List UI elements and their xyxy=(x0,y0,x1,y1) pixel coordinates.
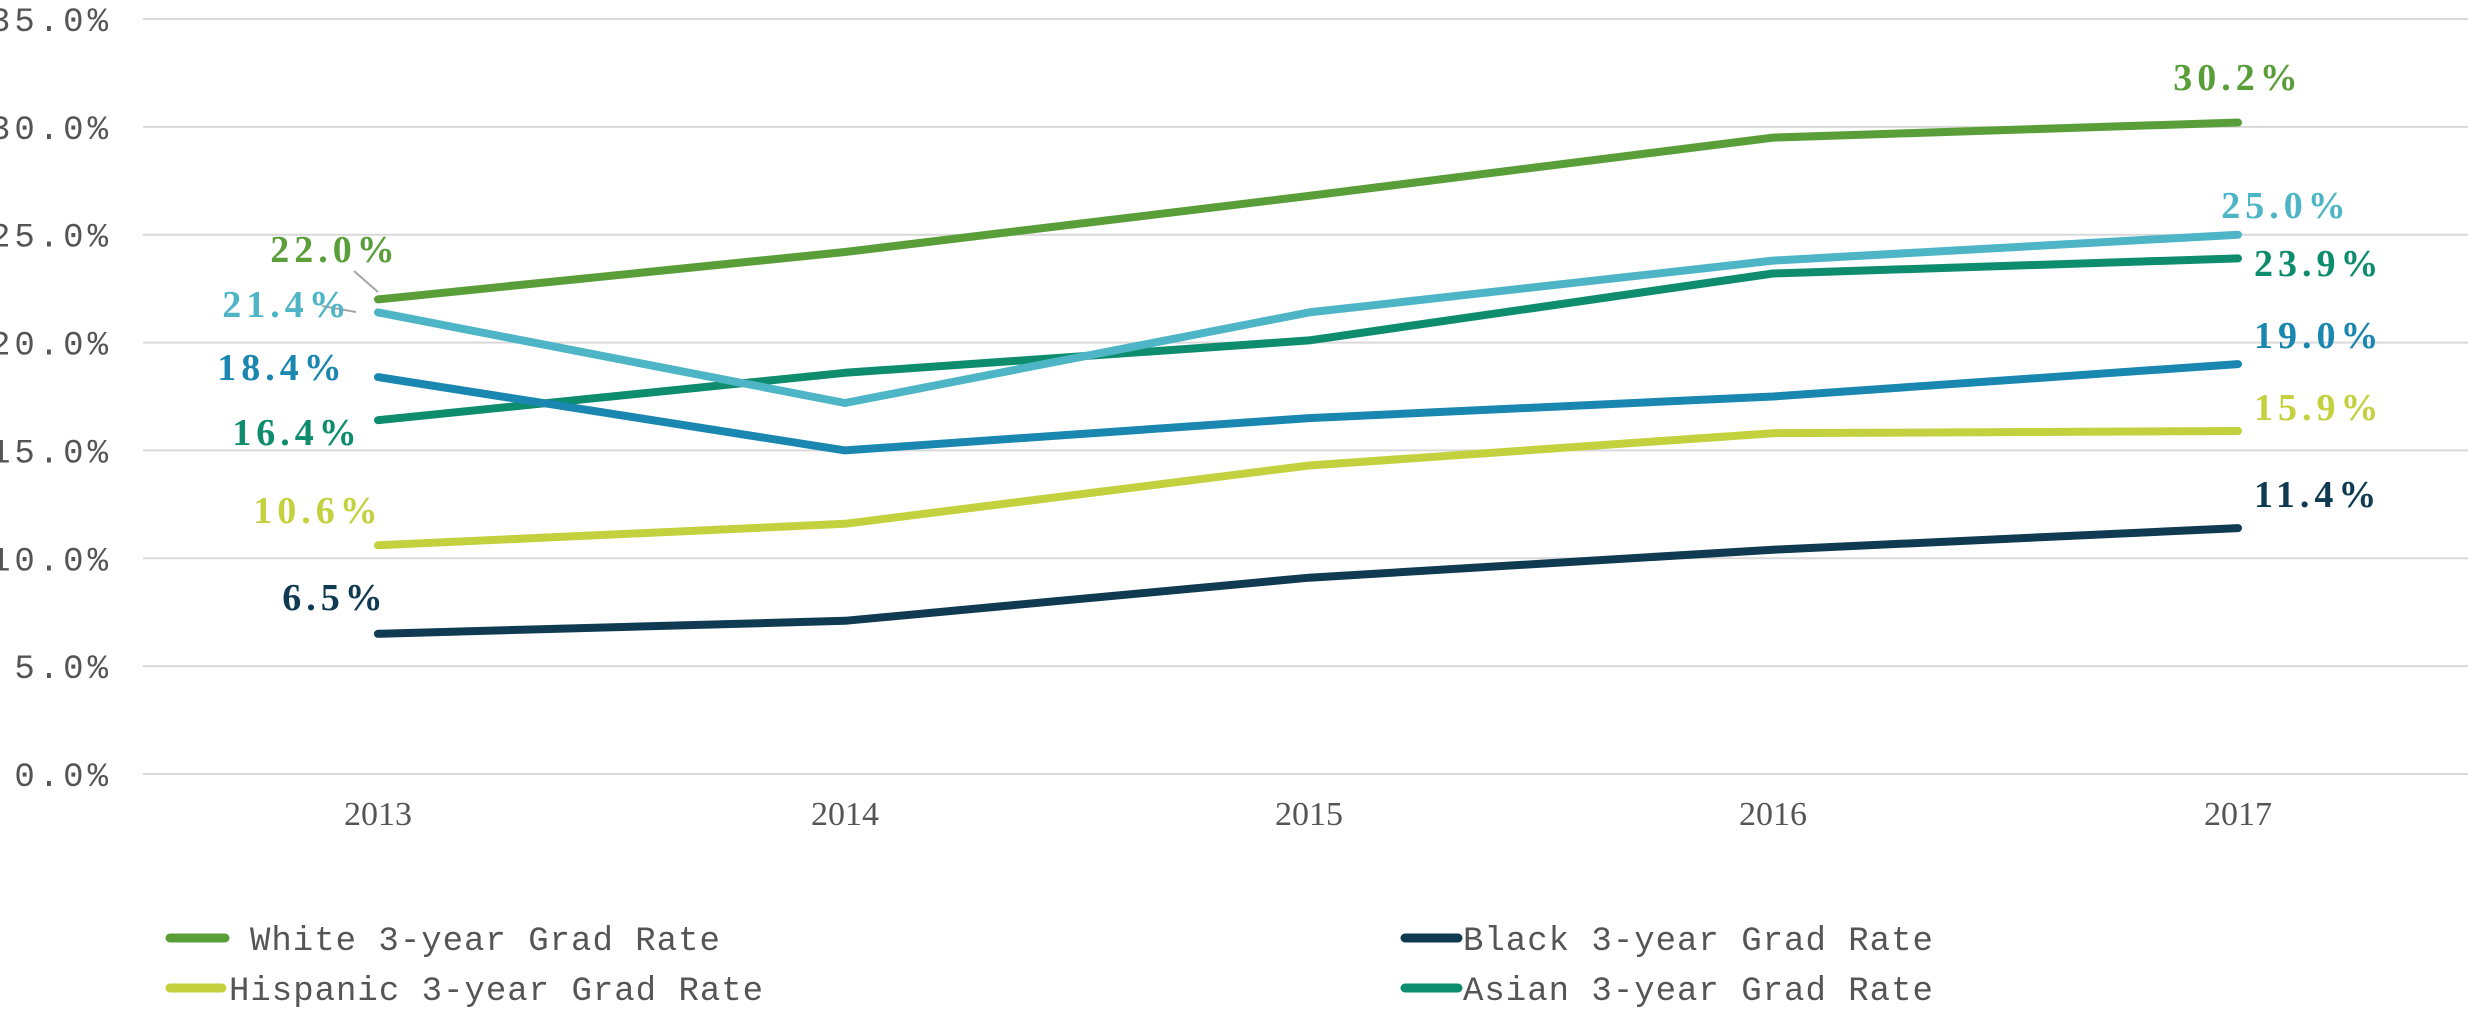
data-labels: 22.0% 30.2% 6.5% 11.4% 10.6% 15.9% 16.4% 23.9% 2… xyxy=(217,57,2384,619)
x-axis-ticks: 2013 2014 2015 2016 2017 xyxy=(344,796,2272,833)
legend-label: Asian 3-year Grad Rate xyxy=(1463,973,1934,1011)
legend-label: White 3-year Grad Rate xyxy=(250,923,721,961)
x-tick-label: 2014 xyxy=(811,796,879,833)
x-tick-label: 2017 xyxy=(2204,796,2272,833)
data-label: 25.0% xyxy=(2221,185,2351,227)
legend-label: Hispanic 3-year Grad Rate xyxy=(229,973,764,1011)
data-label: 22.0% xyxy=(270,229,400,271)
y-axis-ticks: 0.0% 5.0% 10.0% 15.0% 20.0% 25.0% 30.0% 35.0% xyxy=(0,4,112,797)
series-line-2 xyxy=(374,427,2242,550)
y-tick-label: 10.0% xyxy=(0,543,112,581)
series-line-4 xyxy=(374,230,2242,407)
label-leader-line xyxy=(353,270,379,293)
x-tick-label: 2015 xyxy=(1275,796,1343,833)
data-label: 23.9% xyxy=(2254,243,2384,285)
data-label: 15.9% xyxy=(2254,387,2384,429)
series-line-3 xyxy=(374,254,2242,425)
y-tick-label: 25.0% xyxy=(0,220,112,258)
x-tick-label: 2013 xyxy=(344,796,412,833)
y-tick-label: 30.0% xyxy=(0,112,112,150)
data-label: 19.0% xyxy=(2254,315,2384,357)
data-label: 21.4% xyxy=(222,284,352,326)
series-line-1 xyxy=(374,524,2242,638)
y-tick-label: 5.0% xyxy=(14,651,112,689)
y-tick-label: 15.0% xyxy=(0,435,112,473)
label-leader-line xyxy=(321,305,357,313)
y-tick-label: 35.0% xyxy=(0,4,112,42)
legend-label: Black 3-year Grad Rate xyxy=(1463,923,1934,961)
label-leaders xyxy=(321,270,379,313)
legend: White 3-year Grad Rate Black 3-year Grad … xyxy=(165,923,1934,1011)
data-label: 18.4% xyxy=(217,347,347,389)
series-line-0 xyxy=(374,118,2242,304)
y-tick-label: 0.0% xyxy=(14,759,112,797)
data-label: 30.2% xyxy=(2173,57,2303,99)
data-label: 10.6% xyxy=(253,490,383,532)
y-tick-label: 20.0% xyxy=(0,328,112,366)
x-tick-label: 2016 xyxy=(1739,796,1807,833)
data-label: 11.4% xyxy=(2254,474,2381,516)
series-lines xyxy=(374,118,2242,638)
series-line-5 xyxy=(374,360,2242,455)
data-label: 16.4% xyxy=(232,412,362,454)
data-label: 6.5% xyxy=(282,577,388,619)
